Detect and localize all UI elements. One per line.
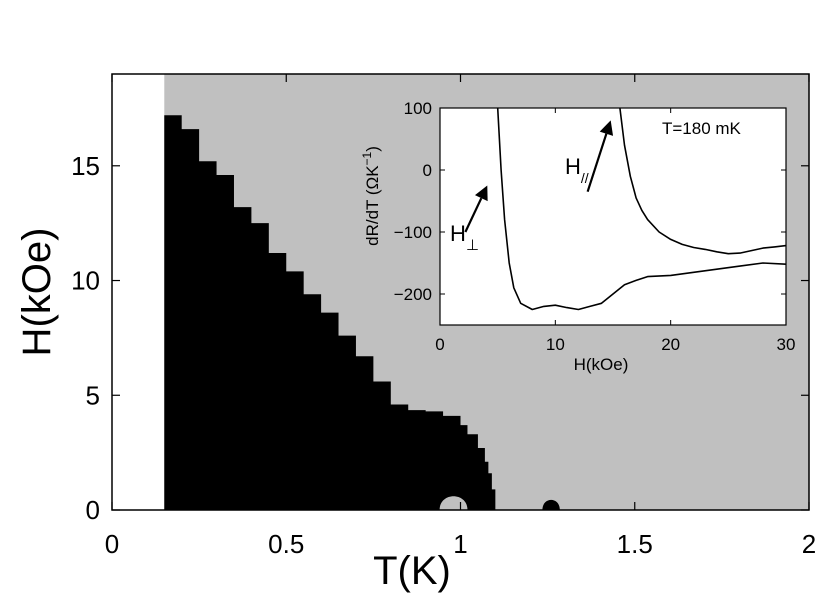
inset-x-tick-label: 20 — [661, 335, 680, 354]
h-par-label-sub: // — [581, 170, 589, 186]
inset-x-tick-label: 0 — [435, 335, 444, 354]
inset-y-axis-ticks: 100 0 −100 −200 — [394, 99, 786, 304]
main-y-tick-label: 10 — [71, 266, 100, 296]
main-x-axis-label: T(K) — [373, 549, 451, 593]
inset-x-tick-label: 30 — [777, 335, 796, 354]
main-x-tick-label: 0 — [105, 529, 119, 559]
main-x-tick-label: 0.5 — [268, 529, 304, 559]
inset-x-axis-label: H(kOe) — [574, 355, 629, 374]
main-y-tick-label: 15 — [71, 151, 100, 181]
main-x-tick-label: 1 — [453, 529, 467, 559]
main-y-axis-label: H(kOe) — [15, 228, 59, 357]
arrow-shaft-H_perp — [464, 197, 483, 233]
main-y-axis-ticks: 0 5 10 15 — [71, 151, 809, 525]
main-x-axis-ticks: 0 0.5 1 1.5 2 — [105, 74, 816, 559]
inset-x-axis-ticks: 0 10 20 30 — [435, 108, 795, 354]
h-perp-label: H⊥ — [450, 221, 479, 254]
main-x-tick-label: 1.5 — [617, 529, 653, 559]
series-line-H_perp — [496, 107, 787, 311]
h-perp-label-main: H — [450, 221, 466, 246]
h-par-label-main: H — [565, 154, 581, 179]
inset-y-tick-label: −100 — [394, 223, 432, 242]
reentrant-island — [542, 499, 560, 510]
h-perp-label-sub: ⊥ — [466, 237, 479, 254]
inset-y-tick-label: −200 — [394, 285, 432, 304]
inset-series-group — [496, 107, 787, 311]
inset-plot-background — [439, 107, 787, 326]
inset-y-tick-label: 100 — [404, 99, 432, 118]
main-y-tick-label: 5 — [86, 380, 100, 410]
inset-y-axis-label: dR/dT (ΩK−1) — [360, 146, 382, 246]
inset-y-axis-label-main: dR/dT (ΩK — [363, 165, 382, 246]
inset-arrows-group — [464, 120, 614, 233]
inset-x-tick-label: 10 — [546, 335, 565, 354]
main-x-tick-label: 2 — [802, 529, 816, 559]
inset-annotation: T=180 mK — [662, 119, 742, 138]
inset-y-axis-label-close: ) — [363, 146, 382, 152]
arrow-head-H_par — [599, 120, 614, 136]
arrow-head-H_perp — [474, 185, 488, 202]
arrow-shaft-H_par — [586, 133, 608, 193]
inset-y-axis-label-sup: −1 — [360, 151, 374, 165]
inset-y-tick-label: 0 — [423, 161, 432, 180]
main-y-tick-label: 0 — [86, 495, 100, 525]
h-par-label: H// — [565, 154, 589, 186]
superconducting-region — [164, 115, 496, 510]
series-line-H_par — [619, 107, 787, 255]
